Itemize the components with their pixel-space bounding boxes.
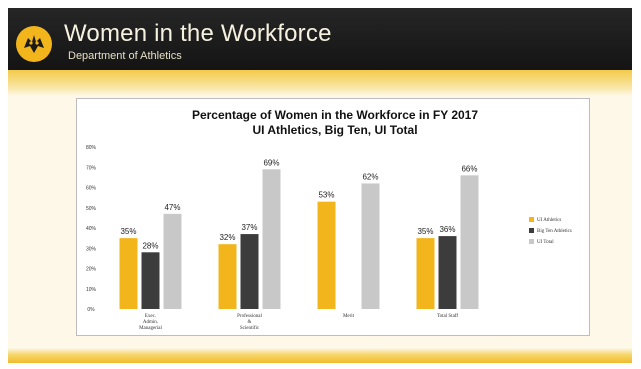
x-category-label: Exec. Admin. Managerial [139,314,162,331]
bar-value-label: 32% [219,233,235,242]
legend-swatch [529,239,534,244]
legend-entry: UI Total [537,240,554,245]
y-tick-label: 80% [86,145,97,151]
chart-subtitle: UI Athletics, Big Ten, UI Total [252,123,417,137]
y-tick-label: 40% [86,226,97,232]
bar [438,236,457,309]
legend-entry: Big Ten Athletics [537,229,572,234]
slide: Women in the Workforce Department of Ath… [8,8,632,363]
bar-value-label: 37% [241,223,257,232]
bar-value-label: 28% [142,241,158,250]
x-category-label: Total Staff [437,314,458,319]
y-tick-label: 30% [86,246,97,252]
footer-gold-band [8,348,632,363]
bar-chart: Percentage of Women in the Workforce in … [86,108,572,331]
hawkeye-logo-icon [16,26,52,62]
bar [262,169,281,309]
legend-entry: UI Athletics [537,218,561,223]
bar [460,175,479,309]
y-tick-label: 10% [86,287,97,293]
bar [361,183,380,309]
bar-value-label: 36% [439,225,455,234]
bar [163,213,182,309]
bar-value-label: 47% [164,203,180,212]
x-category-label: Professional & Scientific [237,314,262,331]
bar-value-label: 35% [120,227,136,236]
slide-subtitle: Department of Athletics [68,50,182,62]
legend-swatch [529,217,534,222]
y-tick-label: 50% [86,206,97,212]
y-tick-label: 0% [87,307,95,313]
bar-value-label: 35% [417,227,433,236]
x-category-label: Merit [343,314,355,319]
bar [240,234,259,309]
slide-title: Women in the Workforce [64,20,332,47]
bar [317,201,336,309]
y-tick-label: 20% [86,267,97,273]
bar [141,252,160,309]
y-tick-label: 70% [86,165,97,171]
chart-container: Percentage of Women in the Workforce in … [76,98,590,336]
bar-value-label: 53% [318,191,334,200]
bar-value-label: 69% [263,158,279,167]
chart-title: Percentage of Women in the Workforce in … [192,108,478,122]
slide-header: Women in the Workforce Department of Ath… [8,8,632,70]
bar [119,238,138,309]
legend: UI Athletics Big Ten Athletics UI Total [529,217,572,245]
y-axis: 0% 10% 20% 30% 40% 50% 60% 70% 80% [86,145,97,313]
bar-value-label: 66% [461,164,477,173]
bars [119,169,479,309]
legend-swatch [529,228,534,233]
header-gold-band [8,70,632,96]
y-tick-label: 60% [86,186,97,192]
data-labels: 35% 28% 47% 32% 37% 69% 53% 62% 35% 36% 66% [120,158,477,250]
bar [416,238,435,309]
bar [218,244,237,309]
x-axis: Exec. Admin. Managerial Professional & Scient… [139,314,458,331]
bar-value-label: 62% [362,172,378,181]
